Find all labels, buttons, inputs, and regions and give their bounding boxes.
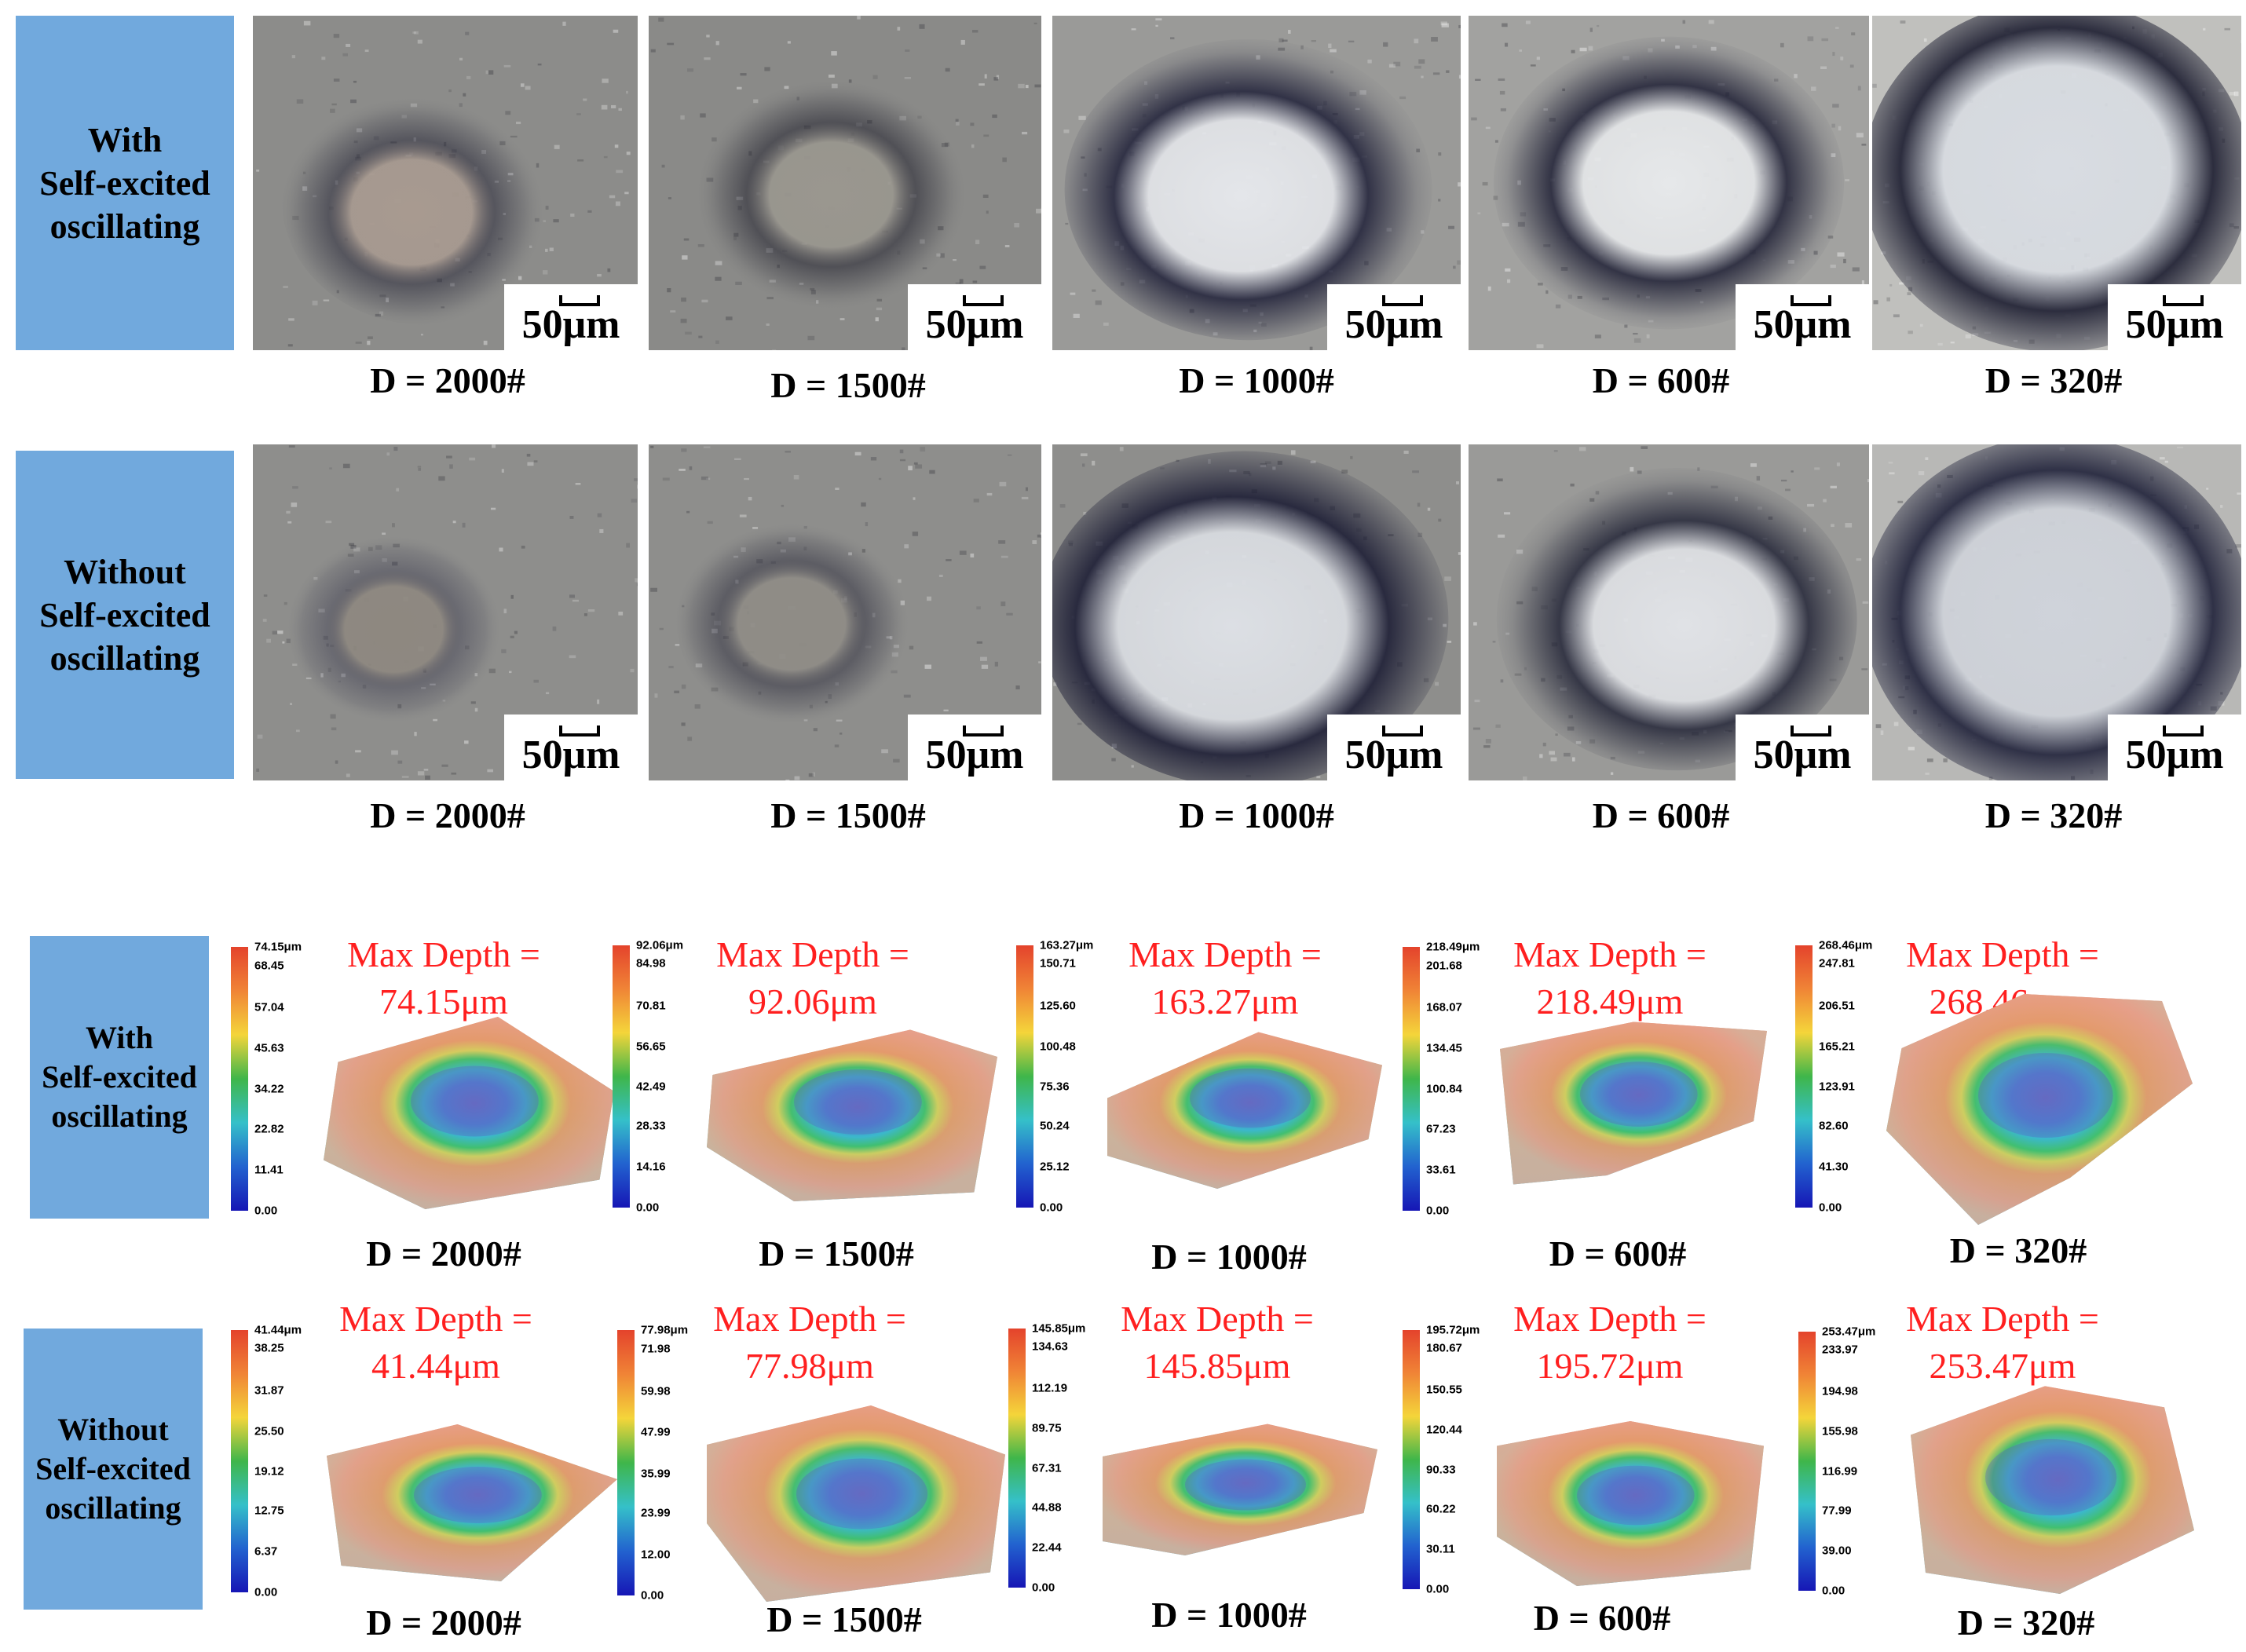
color-scale-bar bbox=[613, 945, 630, 1208]
scale-box: 50μm bbox=[1736, 284, 1869, 350]
row-label-text: Without Self-excited oscillating bbox=[35, 1410, 191, 1528]
surface-plot bbox=[324, 1013, 614, 1209]
max-depth-label: Max Depth = 145.85μm bbox=[1084, 1296, 1351, 1390]
max-depth-label: Max Depth = 92.06μm bbox=[683, 931, 942, 1025]
d-label: D = 1500# bbox=[715, 364, 982, 406]
surface-3d-with-1500 bbox=[707, 1021, 997, 1201]
color-scale-bar bbox=[1795, 945, 1813, 1208]
micrograph-without-320: 50μm bbox=[1872, 444, 2241, 780]
d-label: D = 600# bbox=[1492, 1233, 1743, 1274]
scale-label: 50μm bbox=[908, 303, 1041, 347]
surface-plot bbox=[1103, 1421, 1377, 1562]
micrograph-without-1000: 50μm bbox=[1052, 444, 1461, 780]
row-label-text: With Self-excited oscillating bbox=[39, 119, 210, 248]
surface-3d-without-1500 bbox=[707, 1405, 1005, 1602]
scale-box: 50μm bbox=[504, 715, 638, 780]
color-scale-ticks: 74.15μm 68.45 57.04 45.63 34.22 22.82 11.41 0.0… bbox=[254, 947, 309, 1211]
scale-box: 50μm bbox=[2108, 715, 2241, 780]
color-scale-bar bbox=[1403, 1330, 1420, 1589]
surface-3d-with-320 bbox=[1886, 989, 2193, 1225]
surface-3d-with-600 bbox=[1500, 1013, 1767, 1193]
scale-label: 50μm bbox=[1327, 303, 1461, 347]
scale-label: 50μm bbox=[2108, 733, 2241, 777]
scale-box: 50μm bbox=[1327, 715, 1461, 780]
color-scale-bar bbox=[1008, 1329, 1026, 1588]
surface-plot bbox=[707, 1021, 997, 1201]
d-label: D = 320# bbox=[1924, 360, 2183, 401]
d-label: D = 2000# bbox=[314, 360, 581, 401]
d-label: D = 2000# bbox=[314, 1602, 573, 1643]
surface-plot bbox=[1497, 1421, 1764, 1586]
surface-3d-with-2000 bbox=[324, 1013, 614, 1209]
color-scale-ticks: 41.44μm 38.25 31.87 25.50 19.12 12.75 6.37 0.00 bbox=[254, 1330, 309, 1592]
surface-plot bbox=[1500, 1013, 1767, 1193]
surface-plot bbox=[327, 1424, 617, 1581]
max-depth-label: Max Depth = 77.98μm bbox=[680, 1296, 939, 1390]
micrograph-with-600: 50μm bbox=[1469, 16, 1869, 350]
scale-label: 50μm bbox=[504, 733, 638, 777]
micrograph-with-2000: 50μm bbox=[253, 16, 638, 350]
row-label-text: With Self-excited oscillating bbox=[42, 1018, 197, 1136]
micrograph-with-320: 50μm bbox=[1872, 16, 2241, 350]
surface-3d-without-2000 bbox=[327, 1424, 617, 1581]
d-label: D = 1500# bbox=[715, 795, 982, 836]
max-depth-label: Max Depth = 218.49μm bbox=[1476, 931, 1743, 1025]
scale-box: 50μm bbox=[504, 284, 638, 350]
color-scale-bar bbox=[231, 1330, 248, 1592]
micrograph-without-600: 50μm bbox=[1469, 444, 1869, 780]
scale-box: 50μm bbox=[908, 284, 1041, 350]
d-label: D = 2000# bbox=[314, 795, 581, 836]
scale-label: 50μm bbox=[1327, 733, 1461, 777]
max-depth-label: Max Depth = 253.47μm bbox=[1869, 1296, 2136, 1390]
max-depth-label: Max Depth = 74.15μm bbox=[314, 931, 573, 1025]
max-depth-label: Max Depth = 41.44μm bbox=[306, 1296, 565, 1390]
d-label: D = 1500# bbox=[707, 1233, 966, 1274]
color-scale-bar bbox=[1016, 945, 1033, 1208]
d-label: D = 600# bbox=[1531, 360, 1791, 401]
scale-label: 50μm bbox=[1736, 303, 1869, 347]
d-label: D = 1000# bbox=[1123, 795, 1390, 836]
d-label: D = 600# bbox=[1476, 1597, 1728, 1639]
surface-3d-with-1000 bbox=[1107, 1024, 1382, 1189]
scale-label: 50μm bbox=[504, 303, 638, 347]
d-label: D = 600# bbox=[1531, 795, 1791, 836]
max-depth-label: Max Depth = 195.72μm bbox=[1476, 1296, 1743, 1390]
scale-label: 50μm bbox=[1736, 733, 1869, 777]
scale-box: 50μm bbox=[908, 715, 1041, 780]
scale-box: 50μm bbox=[2108, 284, 2241, 350]
row-label-micro-with: With Self-excited oscillating bbox=[16, 16, 234, 350]
max-depth-label: Max Depth = 163.27μm bbox=[1092, 931, 1359, 1025]
row-label-profile-with: With Self-excited oscillating bbox=[30, 936, 209, 1219]
surface-3d-without-600 bbox=[1497, 1421, 1764, 1586]
scale-box: 50μm bbox=[1736, 715, 1869, 780]
surface-plot bbox=[1107, 1024, 1382, 1189]
d-label: D = 2000# bbox=[314, 1233, 573, 1274]
d-label: D = 1000# bbox=[1123, 360, 1390, 401]
surface-plot bbox=[1886, 989, 2193, 1225]
micrograph-with-1000: 50μm bbox=[1052, 16, 1461, 350]
row-label-micro-without: Without Self-excited oscillating bbox=[16, 451, 234, 779]
surface-3d-without-1000 bbox=[1103, 1421, 1377, 1562]
surface-plot bbox=[1896, 1382, 2194, 1594]
scale-label: 50μm bbox=[908, 733, 1041, 777]
color-scale-bar bbox=[1403, 947, 1420, 1211]
d-label: D = 320# bbox=[1900, 1602, 2152, 1643]
d-label: D = 1500# bbox=[715, 1599, 974, 1640]
d-label: D = 1000# bbox=[1099, 1236, 1359, 1277]
row-label-text: Without Self-excited oscillating bbox=[39, 550, 210, 680]
d-label: D = 320# bbox=[1893, 1230, 2144, 1271]
micrograph-without-2000: 50μm bbox=[253, 444, 638, 780]
surface-3d-without-320 bbox=[1896, 1382, 2194, 1594]
d-label: D = 1000# bbox=[1099, 1594, 1359, 1636]
color-scale-bar bbox=[231, 947, 248, 1211]
color-scale-bar bbox=[617, 1330, 635, 1595]
micrograph-without-1500: 50μm bbox=[649, 444, 1041, 780]
scale-label: 50μm bbox=[2108, 303, 2241, 347]
d-label: D = 320# bbox=[1924, 795, 2183, 836]
surface-plot bbox=[707, 1405, 1005, 1602]
micrograph-with-1500: 50μm bbox=[649, 16, 1041, 350]
scale-box: 50μm bbox=[1327, 284, 1461, 350]
row-label-profile-without: Without Self-excited oscillating bbox=[24, 1329, 203, 1610]
color-scale-bar bbox=[1798, 1332, 1816, 1591]
